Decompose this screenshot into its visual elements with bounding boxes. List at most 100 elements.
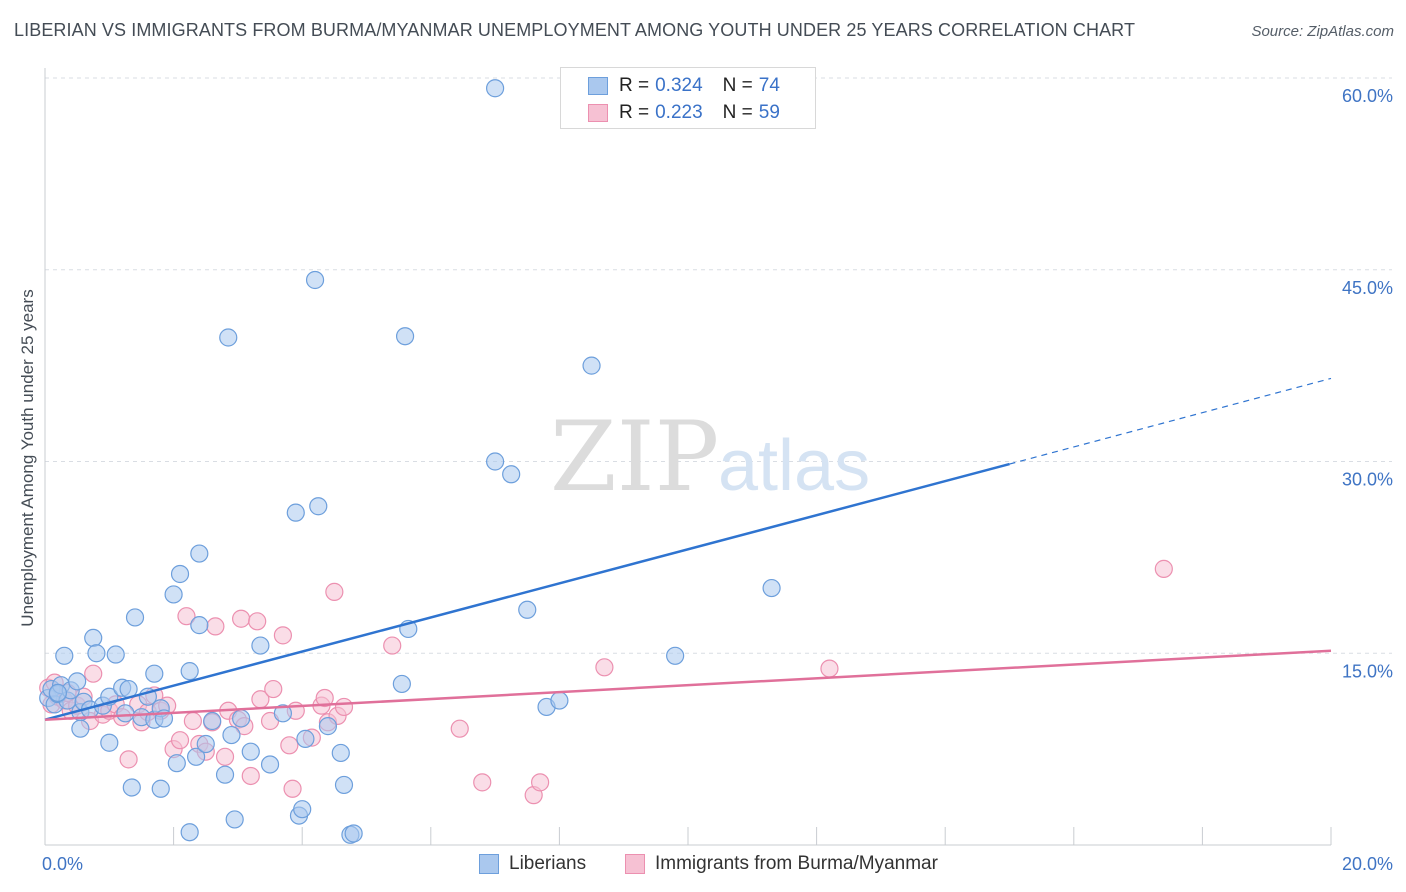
legend-swatch-pink [625,854,645,874]
pink-data-point [206,617,225,636]
blue-data-point [395,327,415,346]
stats-r-value-blue: 0.324 [655,75,703,96]
pink-data-point [215,747,235,766]
blue-data-point [68,672,87,691]
blue-data-point [203,711,222,731]
blue-data-point [232,709,251,728]
stats-n-value-blue: 74 [758,75,780,96]
tick-labels: 15.0% 30.0% 45.0% 60.0% 0.0% 20.0% [42,86,1393,874]
blue-data-point [344,824,363,843]
legend-blue: Liberians [479,852,586,876]
blue-data-point [762,578,781,598]
blue-data-point [190,616,209,635]
blue-data-point [273,704,293,723]
blue-data-point [125,608,145,627]
pink-data-point [264,679,283,699]
blue-data-point [190,544,209,563]
axes [44,68,1332,846]
blue-data-point [550,691,569,710]
stats-row-pink: R = 0.223 N = 59 [619,101,780,125]
pink-data-point [595,658,614,677]
legend-pink: Immigrants from Burma/Myanmar [625,852,938,876]
blue-data-point [215,765,235,784]
blue-data-point [296,729,315,748]
blue-data-point [518,600,537,619]
grid-lines [45,77,1392,654]
stats-r-label-pink: R = [619,102,650,123]
blue-data-point [392,674,411,694]
blue-data-point [222,725,241,745]
blue-data-point [145,664,164,683]
blue-data-point [331,743,350,763]
pink-data-point [820,659,839,678]
pink-data-point [315,688,334,708]
blue-data-point [84,628,103,648]
blue-trend-line [44,462,1010,721]
blue-data-point [122,778,141,797]
stats-row-blue: R = 0.324 N = 74 [619,74,780,98]
y-axis-title: Unemployment Among Youth under 25 years [18,289,37,626]
y-tick-label: 15.0% [1342,661,1393,681]
pink-data-point [248,612,267,631]
pink-data-point [334,697,354,717]
source-credit: Source: ZipAtlas.com [1251,23,1394,40]
chart-title: LIBERIAN VS IMMIGRANTS FROM BURMA/MYANMA… [14,20,1136,40]
blue-data-point [486,452,505,471]
blue-data-point [71,719,90,738]
pink-data-point [170,731,190,750]
blue-data-point [180,823,199,842]
pink-data-point [450,719,469,738]
y-tick-label: 30.0% [1342,470,1393,490]
y-tick-label: 60.0% [1342,86,1393,106]
blue-data-point [151,779,170,798]
blue-data-point [225,810,244,829]
watermark-zip: ZIP [550,401,719,513]
blue-data-point [334,775,354,795]
pink-series-points [39,559,1173,805]
stats-swatch-pink [588,104,608,122]
blue-data-point [170,564,190,584]
blue-data-point [666,646,685,665]
legend-label-blue: Liberians [509,853,587,874]
x-tick-label: 20.0% [1342,854,1393,874]
pink-data-point [183,711,202,731]
trend-lines [44,377,1332,721]
pink-trend-line [44,649,1332,721]
blue-data-point [219,328,238,347]
pink-data-point [325,582,344,601]
pink-data-point [119,750,138,769]
blue-data-point [251,636,270,655]
blue-data-point [260,755,280,774]
pink-data-point [84,664,103,683]
blue-data-point [116,704,135,723]
blue-data-point [318,717,338,736]
blue-data-point [582,356,601,375]
pink-data-point [1154,559,1173,578]
blue-data-point [164,585,183,604]
watermark: ZIP atlas [550,401,870,513]
blue-data-point [305,270,325,290]
pink-data-point [283,779,302,798]
blue-data-point [106,645,125,664]
y-tick-label: 45.0% [1342,278,1393,298]
pink-data-point [241,766,260,786]
blue-data-point [180,662,199,681]
pink-data-point [177,607,196,626]
stats-n-label-pink: N = [722,102,753,123]
legend-label-pink: Immigrants from Burma/Myanmar [655,853,938,874]
pink-data-point [280,736,299,755]
blue-data-point [241,742,260,761]
stats-r-label-blue: R = [619,75,650,96]
x-tick-label: 0.0% [42,854,83,874]
stats-r-value-pink: 0.223 [655,102,703,123]
blue-data-point [100,733,119,752]
pink-data-point [273,626,293,645]
legend-swatch-blue [479,854,499,874]
blue-data-point [87,644,106,663]
blue-data-point [293,800,312,819]
blue-trend-extension [1009,377,1332,465]
blue-data-point [309,497,328,516]
blue-data-point [48,683,67,702]
blue-data-point [187,747,206,766]
